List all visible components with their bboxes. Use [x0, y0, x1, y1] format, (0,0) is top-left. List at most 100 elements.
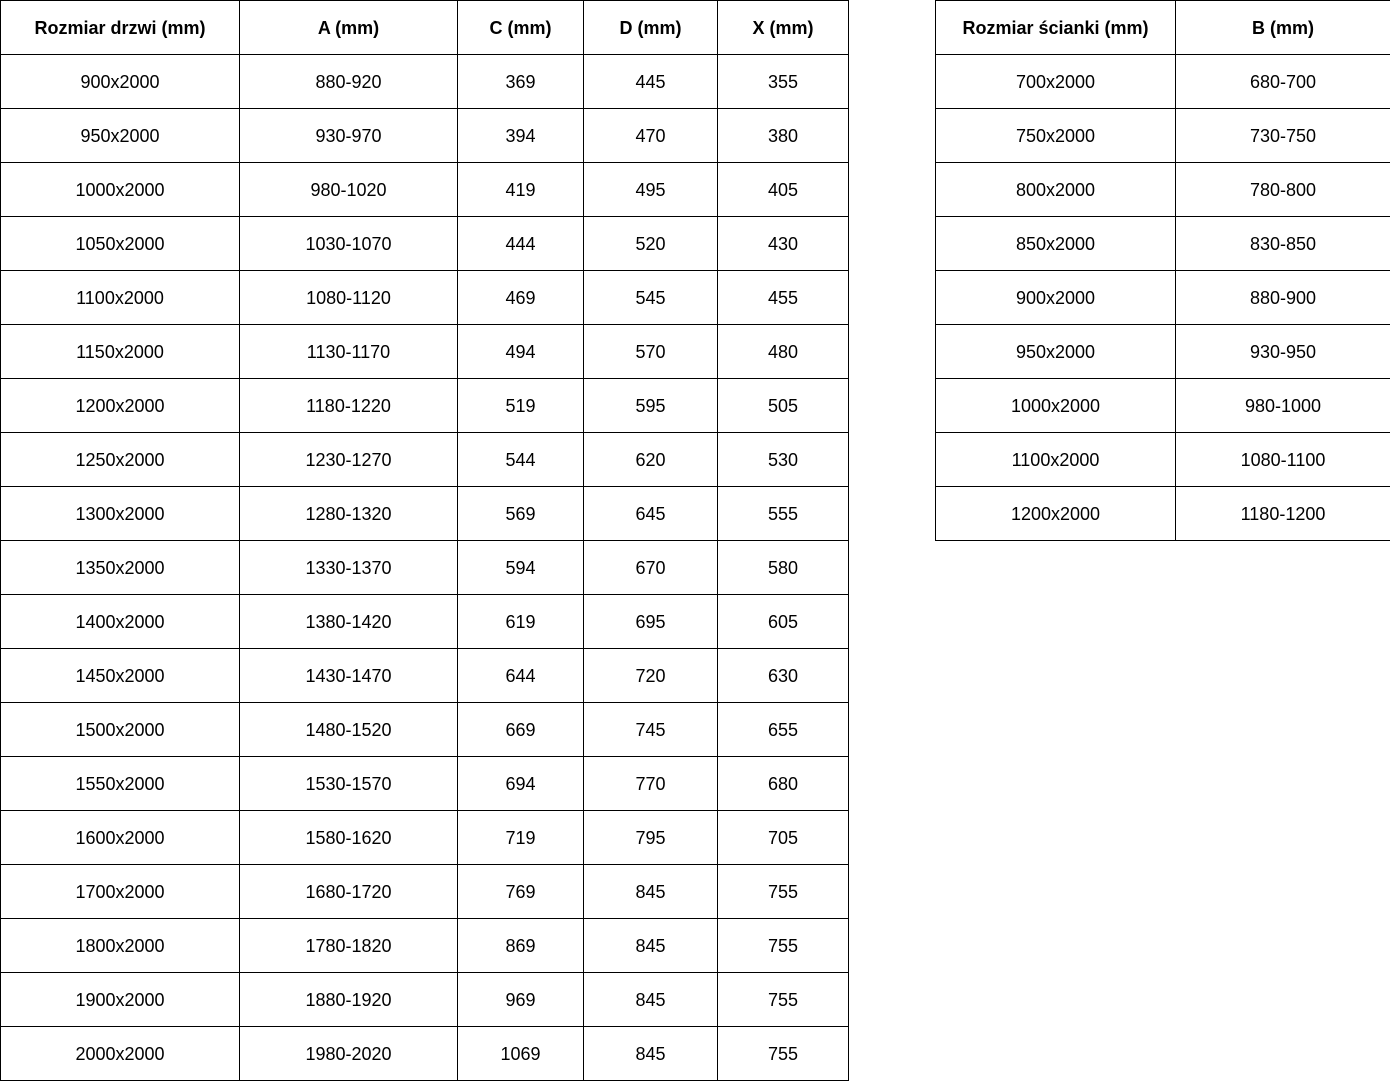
table-cell: 645: [583, 486, 718, 541]
table-cell: 380: [717, 108, 849, 163]
table-cell: 880-920: [239, 54, 458, 109]
table-cell: 455: [717, 270, 849, 325]
table-cell: 1000x2000: [935, 378, 1176, 433]
table-row: 1050x2000 1030-1070 444 520 430: [0, 216, 849, 271]
table-cell: 669: [457, 702, 584, 757]
table-cell: 719: [457, 810, 584, 865]
table-cell: 520: [583, 216, 718, 271]
table-cell: 720: [583, 648, 718, 703]
table-cell: 980-1020: [239, 162, 458, 217]
table-cell: 555: [717, 486, 849, 541]
table-cell: 930-950: [1175, 324, 1390, 379]
table-cell: 670: [583, 540, 718, 595]
column-header: Rozmiar drzwi (mm): [0, 0, 240, 55]
table-cell: 1400x2000: [0, 594, 240, 649]
table-cell: 1069: [457, 1026, 584, 1081]
table-cell: 655: [717, 702, 849, 757]
table-row: 1600x2000 1580-1620 719 795 705: [0, 810, 849, 865]
table-cell: 769: [457, 864, 584, 919]
table-cell: 1180-1220: [239, 378, 458, 433]
table-cell: 405: [717, 162, 849, 217]
table-cell: 594: [457, 540, 584, 595]
table-row: 1350x2000 1330-1370 594 670 580: [0, 540, 849, 595]
door-sizes-table: Rozmiar drzwi (mm) A (mm) C (mm) D (mm) X (m…: [0, 0, 849, 1081]
table-row: 750x2000 730-750: [935, 108, 1390, 163]
table-cell: 830-850: [1175, 216, 1390, 271]
table-row: 1700x2000 1680-1720 769 845 755: [0, 864, 849, 919]
table-cell: 505: [717, 378, 849, 433]
wall-sizes-table: Rozmiar ścianki (mm) B (mm) 700x2000 680-7…: [935, 0, 1390, 541]
column-header: A (mm): [239, 0, 458, 55]
table-cell: 1350x2000: [0, 540, 240, 595]
table-cell: 1000x2000: [0, 162, 240, 217]
table-row: 1900x2000 1880-1920 969 845 755: [0, 972, 849, 1027]
table-cell: 750x2000: [935, 108, 1176, 163]
table-cell: 770: [583, 756, 718, 811]
table-cell: 845: [583, 864, 718, 919]
table-row: 950x2000 930-950: [935, 324, 1390, 379]
table-cell: 705: [717, 810, 849, 865]
table-cell: 419: [457, 162, 584, 217]
table-cell: 1900x2000: [0, 972, 240, 1027]
table-cell: 620: [583, 432, 718, 487]
table-cell: 930-970: [239, 108, 458, 163]
table-cell: 1430-1470: [239, 648, 458, 703]
table-cell: 1680-1720: [239, 864, 458, 919]
table-cell: 480: [717, 324, 849, 379]
walls-header-row: Rozmiar ścianki (mm) B (mm): [935, 0, 1390, 55]
table-cell: 755: [717, 1026, 849, 1081]
table-cell: 1880-1920: [239, 972, 458, 1027]
table-row: 850x2000 830-850: [935, 216, 1390, 271]
table-row: 1400x2000 1380-1420 619 695 605: [0, 594, 849, 649]
table-cell: 470: [583, 108, 718, 163]
table-row: 1100x2000 1080-1100: [935, 432, 1390, 487]
table-cell: 700x2000: [935, 54, 1176, 109]
table-row: 1000x2000 980-1000: [935, 378, 1390, 433]
table-cell: 755: [717, 918, 849, 973]
table-cell: 570: [583, 324, 718, 379]
table-row: 1100x2000 1080-1120 469 545 455: [0, 270, 849, 325]
table-row: 900x2000 880-900: [935, 270, 1390, 325]
table-cell: 544: [457, 432, 584, 487]
table-row: 1300x2000 1280-1320 569 645 555: [0, 486, 849, 541]
table-cell: 869: [457, 918, 584, 973]
table-row: 1450x2000 1430-1470 644 720 630: [0, 648, 849, 703]
table-cell: 1100x2000: [0, 270, 240, 325]
table-cell: 845: [583, 972, 718, 1027]
table-cell: 845: [583, 918, 718, 973]
table-cell: 1300x2000: [0, 486, 240, 541]
table-cell: 1580-1620: [239, 810, 458, 865]
table-row: 950x2000 930-970 394 470 380: [0, 108, 849, 163]
table-cell: 444: [457, 216, 584, 271]
table-cell: 394: [457, 108, 584, 163]
table-cell: 755: [717, 864, 849, 919]
table-cell: 1100x2000: [935, 432, 1176, 487]
table-cell: 950x2000: [935, 324, 1176, 379]
table-cell: 1200x2000: [0, 378, 240, 433]
table-cell: 680: [717, 756, 849, 811]
doors-header-row: Rozmiar drzwi (mm) A (mm) C (mm) D (mm) X (m…: [0, 0, 849, 55]
column-header: D (mm): [583, 0, 718, 55]
table-cell: 980-1000: [1175, 378, 1390, 433]
table-cell: 1780-1820: [239, 918, 458, 973]
table-row: 1200x2000 1180-1220 519 595 505: [0, 378, 849, 433]
table-cell: 1280-1320: [239, 486, 458, 541]
table-cell: 1130-1170: [239, 324, 458, 379]
table-cell: 369: [457, 54, 584, 109]
table-cell: 430: [717, 216, 849, 271]
table-row: 1150x2000 1130-1170 494 570 480: [0, 324, 849, 379]
table-row: 2000x2000 1980-2020 1069 845 755: [0, 1026, 849, 1081]
table-cell: 900x2000: [0, 54, 240, 109]
table-cell: 494: [457, 324, 584, 379]
table-cell: 1700x2000: [0, 864, 240, 919]
table-cell: 755: [717, 972, 849, 1027]
table-cell: 1480-1520: [239, 702, 458, 757]
table-row: 1500x2000 1480-1520 669 745 655: [0, 702, 849, 757]
table-cell: 580: [717, 540, 849, 595]
table-cell: 469: [457, 270, 584, 325]
table-cell: 695: [583, 594, 718, 649]
table-cell: 595: [583, 378, 718, 433]
table-cell: 644: [457, 648, 584, 703]
table-cell: 950x2000: [0, 108, 240, 163]
